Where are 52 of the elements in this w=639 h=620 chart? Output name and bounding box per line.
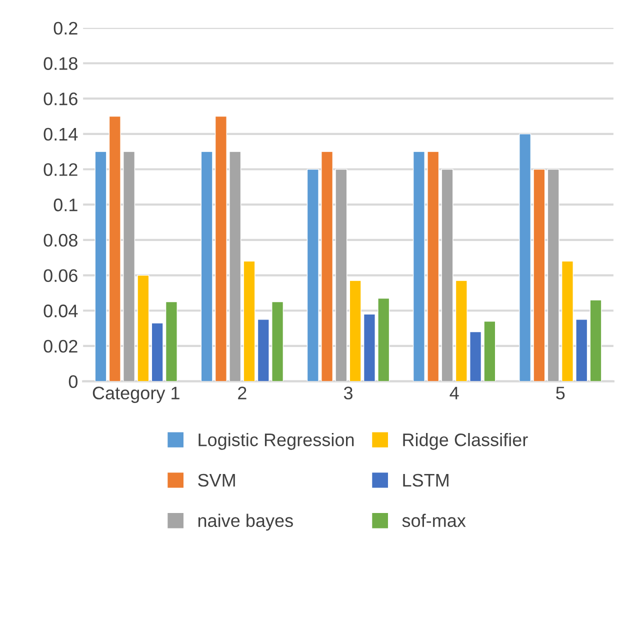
bar [547, 168, 560, 382]
bar [257, 319, 270, 382]
legend-label: naive bayes [198, 514, 293, 531]
y-tick-label: 0.06 [44, 269, 78, 282]
y-tick-label: 0.14 [44, 128, 78, 141]
bar [137, 274, 150, 382]
x-tick-label: Category 1 [92, 386, 180, 403]
y-tick-label: 0.2 [54, 22, 78, 35]
bar [123, 151, 136, 382]
bar [272, 301, 284, 382]
bar [321, 151, 334, 382]
y-tick-label: 0.12 [44, 163, 78, 176]
bar [165, 301, 178, 382]
legend-label: LSTM [403, 474, 448, 487]
bar [484, 320, 496, 382]
x-tick-label: 2 [238, 386, 246, 400]
bar [151, 322, 164, 382]
bar [229, 151, 242, 382]
legend-label: Ridge Classifier [403, 432, 528, 450]
x-tick-label: 4 [450, 386, 459, 400]
bar [561, 260, 574, 382]
y-tick-label: 0.16 [44, 92, 78, 106]
bar [412, 151, 425, 382]
bar [427, 151, 440, 382]
x-tick-label: 3 [344, 386, 352, 400]
bar [590, 300, 602, 382]
y-tick-label: 0.04 [44, 304, 78, 318]
bar [94, 151, 107, 382]
bar [306, 168, 319, 382]
x-tick-label: 5 [556, 386, 565, 400]
bar [349, 280, 362, 382]
y-tick-label: 0.02 [44, 340, 78, 353]
bar [200, 151, 213, 382]
legend-label: Logistic Regression [198, 432, 354, 450]
bar [243, 260, 256, 382]
bar [576, 319, 588, 382]
bar [470, 331, 482, 382]
legend-label: sof-max [402, 514, 466, 528]
bar [214, 116, 227, 382]
y-tick-label: 0 [68, 375, 78, 388]
bar [441, 168, 454, 382]
bar [108, 116, 121, 382]
bar [378, 298, 390, 382]
legend-label: SVM [198, 474, 235, 487]
bar [455, 280, 468, 382]
y-tick-label: 0.1 [54, 198, 78, 212]
y-tick-label: 0.08 [44, 234, 78, 247]
bar [533, 168, 546, 382]
y-tick-label: 0.18 [44, 57, 78, 70]
bar [519, 134, 532, 382]
bar [363, 314, 376, 382]
bar [335, 168, 348, 382]
